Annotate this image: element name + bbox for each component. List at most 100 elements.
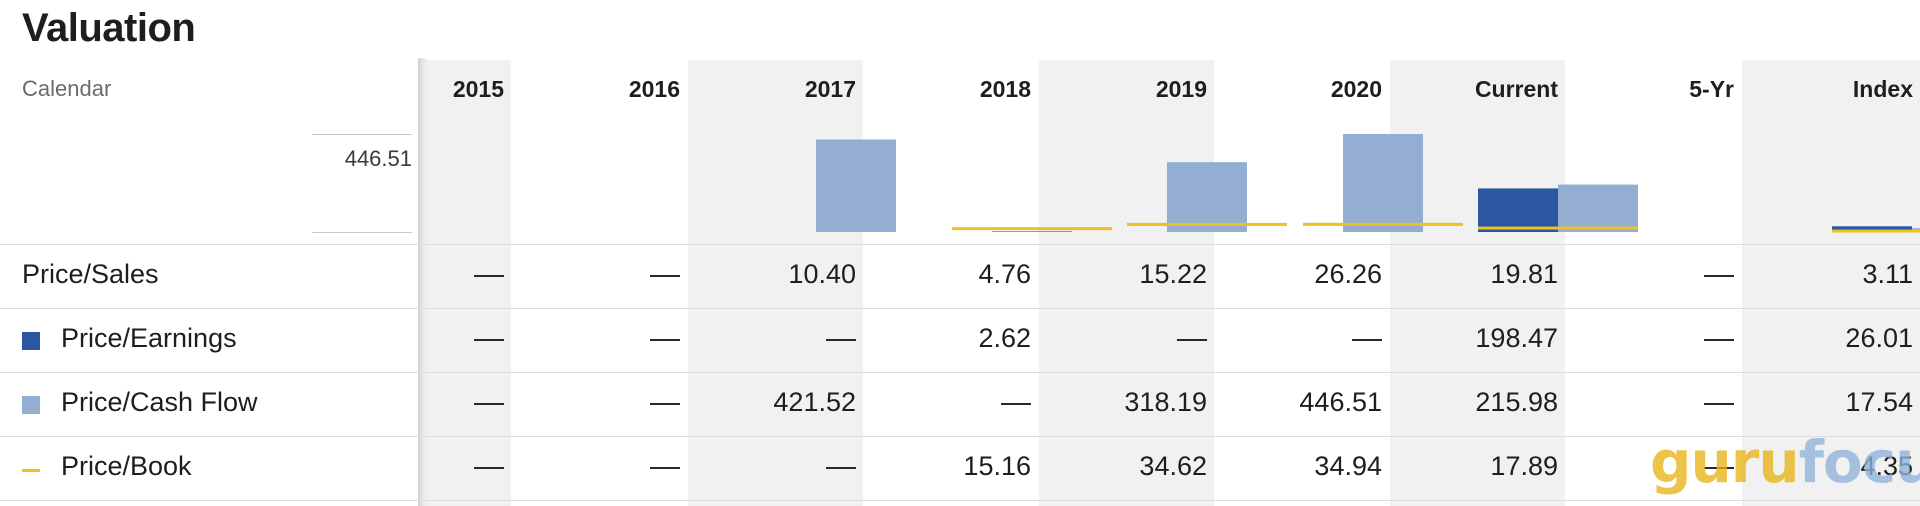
col-header-5yr: 5-Yr — [1689, 76, 1734, 102]
col-header-2020: 2020 — [1330, 76, 1382, 102]
cell-price-earnings-6: 198.47 — [1475, 323, 1558, 353]
price-earnings-bar-6 — [1478, 188, 1558, 232]
price-cashflow-bar-4 — [1167, 162, 1247, 232]
cell-price-cashflow-6: 215.98 — [1475, 387, 1558, 417]
price-cashflow-legend-square — [22, 396, 40, 414]
empty-value-dash — [650, 466, 680, 469]
row-label-price-book: Price/Book — [61, 451, 192, 481]
price-earnings-legend-square — [22, 332, 40, 350]
cell-price-book-4: 34.62 — [1139, 451, 1207, 481]
row-divider — [0, 372, 1920, 373]
cell-price-cashflow-1 — [520, 387, 680, 418]
cell-price-cashflow-8: 17.54 — [1845, 387, 1913, 417]
col-header-2016: 2016 — [628, 76, 680, 102]
cell-price-sales-8: 3.11 — [1862, 259, 1913, 289]
column-shade-2017 — [688, 60, 863, 506]
cell-price-cashflow-4: 318.19 — [1124, 387, 1207, 417]
empty-value-dash — [1704, 274, 1734, 277]
empty-value-dash — [1001, 402, 1031, 405]
calendar-label: Calendar — [22, 76, 112, 101]
cell-price-earnings-4 — [1047, 323, 1207, 354]
cell-price-cashflow-3 — [871, 387, 1031, 418]
empty-value-dash — [650, 402, 680, 405]
empty-value-dash — [474, 338, 504, 341]
row-divider — [0, 244, 1920, 245]
column-shade-2015 — [425, 60, 511, 506]
empty-value-dash — [474, 274, 504, 277]
cell-price-earnings-8: 26.01 — [1845, 323, 1913, 353]
col-header-2018: 2018 — [979, 76, 1031, 102]
row-label-price-sales: Price/Sales — [22, 259, 159, 289]
empty-value-dash — [474, 466, 504, 469]
cell-price-cashflow-2: 421.52 — [773, 387, 856, 417]
price-book-line-4 — [1127, 222, 1287, 226]
cell-price-sales-0 — [344, 259, 504, 290]
column-shade-index — [1742, 60, 1920, 506]
cell-price-earnings-3: 2.62 — [978, 323, 1031, 353]
empty-value-dash — [650, 338, 680, 341]
col-header-current: Current — [1474, 76, 1558, 102]
cell-price-sales-3: 4.76 — [978, 259, 1031, 289]
cell-price-earnings-5 — [1222, 323, 1382, 354]
watermark-part-focus: focus — [1798, 428, 1920, 496]
cell-price-book-1 — [520, 451, 680, 482]
empty-value-dash — [1704, 402, 1734, 405]
price-book-line-3 — [952, 227, 1112, 231]
cell-price-cashflow-0 — [344, 387, 504, 418]
cell-price-book-8: 4.35 — [1860, 451, 1913, 481]
cell-price-book-6: 17.89 — [1490, 451, 1558, 481]
cell-price-sales-1 — [520, 259, 680, 290]
row-label-price-earnings: Price/Earnings — [61, 323, 237, 353]
cell-price-book-7 — [1574, 451, 1734, 482]
page-title: Valuation — [22, 6, 196, 50]
axis-top-line — [312, 134, 412, 135]
cell-price-book-2 — [696, 451, 856, 482]
col-header-2015: 2015 — [452, 76, 504, 102]
row-label-price-cashflow: Price/Cash Flow — [61, 387, 258, 417]
price-book-line-8 — [1832, 229, 1920, 233]
price-cashflow-bar-2 — [816, 139, 896, 232]
cell-price-earnings-1 — [520, 323, 680, 354]
price-book-legend-line — [22, 469, 40, 472]
watermark-part-guru: guru — [1650, 428, 1800, 496]
price-cashflow-bar-5 — [1343, 134, 1423, 232]
cell-price-book-5: 34.94 — [1314, 451, 1382, 481]
price-cashflow-bar-6 — [1558, 184, 1638, 232]
price-earnings-bar-3 — [992, 231, 1072, 232]
price-book-line-6 — [1478, 226, 1638, 230]
cell-price-earnings-2 — [696, 323, 856, 354]
row-divider — [0, 308, 1920, 309]
cell-price-sales-5: 26.26 — [1314, 259, 1382, 289]
cell-price-book-3: 15.16 — [963, 451, 1031, 481]
col-header-index: Index — [1852, 76, 1913, 102]
cell-price-earnings-7 — [1574, 323, 1734, 354]
empty-value-dash — [650, 274, 680, 277]
cell-price-cashflow-5: 446.51 — [1299, 387, 1382, 417]
cell-price-earnings-0 — [344, 323, 504, 354]
cell-price-cashflow-7 — [1574, 387, 1734, 418]
empty-value-dash — [1177, 338, 1207, 341]
empty-value-dash — [474, 402, 504, 405]
cell-price-sales-4: 15.22 — [1139, 259, 1207, 289]
axis-max-label: 446.51 — [344, 146, 412, 171]
empty-value-dash — [1352, 338, 1382, 341]
empty-value-dash — [1704, 338, 1734, 341]
row-divider — [0, 500, 1920, 501]
scroll-shadow — [418, 58, 428, 506]
axis-bottom-line — [312, 232, 412, 233]
row-divider — [0, 436, 1920, 437]
column-shade-2019 — [1039, 60, 1214, 506]
price-book-line-5 — [1303, 222, 1463, 226]
col-header-2017: 2017 — [804, 76, 856, 102]
price-earnings-bar-8 — [1832, 226, 1912, 232]
empty-value-dash — [1704, 466, 1734, 469]
empty-value-dash — [826, 338, 856, 341]
cell-price-sales-6: 19.81 — [1490, 259, 1558, 289]
cell-price-book-0 — [344, 451, 504, 482]
cell-price-sales-2: 10.40 — [788, 259, 856, 289]
gurufocus-watermark: gurufocus — [1650, 428, 1920, 496]
cell-price-sales-7 — [1574, 259, 1734, 290]
empty-value-dash — [826, 466, 856, 469]
col-header-2019: 2019 — [1155, 76, 1207, 102]
